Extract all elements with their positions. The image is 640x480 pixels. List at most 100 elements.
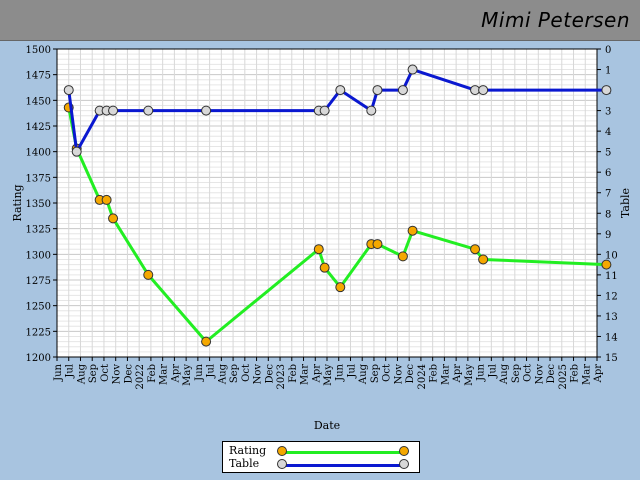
y-right-tick-label: 5 [605,148,611,159]
x-tick-label: Jun [194,363,205,381]
x-tick-label: Mar [581,364,592,385]
legend-label-table: Table [229,457,260,470]
data-point-table [63,85,74,96]
x-tick-label: Feb [570,364,581,383]
x-tick-label: Dec [405,364,416,384]
legend-item-table: Table [229,457,415,471]
data-point-rating [319,262,330,273]
data-point-table [407,64,418,75]
x-tick-label: Jun [476,363,487,381]
series-table [63,64,612,157]
data-point-table [366,105,377,116]
data-point-table [397,85,408,96]
x-tick-label: Dec [264,364,275,384]
x-tick-label: Oct [241,364,252,382]
legend-swatch-table-line [283,464,407,467]
x-tick-label: Apr [452,364,463,384]
y-right-tick-label: 10 [605,250,618,261]
legend-marker-rating-start [277,446,287,456]
x-tick-label: Oct [100,364,111,382]
x-tick-label: Sep [370,364,381,383]
x-tick-label: Nov [253,364,264,385]
data-point-rating [397,251,408,262]
x-axis-ticks: Jun Jul Aug Sep Oct Nov Dec 2022 Feb Mar Apr May Jun… [53,357,604,389]
y-right-tick-label: 3 [605,107,611,118]
x-tick-label: 2022 [135,364,146,389]
x-tick-label: 2024 [417,364,428,389]
y-left-tick-label: 1375 [26,173,51,184]
title-bar: Mimi Petersen [0,0,640,41]
y-right-tick-label: 6 [605,168,611,179]
y-left-tick-label: 1275 [26,276,51,287]
x-tick-label: Feb [147,364,158,383]
x-tick-label: Mar [300,364,311,385]
player-name: Mimi Petersen [481,8,630,32]
y-left-tick-label: 1500 [26,45,51,56]
y-right-tick-label: 12 [605,291,618,302]
data-point-rating [601,259,612,270]
y-axis-right-title: Table [619,188,632,218]
x-tick-label: Aug [217,363,228,385]
x-tick-label: 2025 [558,364,569,389]
data-point-rating [101,194,112,205]
x-tick-label: May [464,364,475,386]
x-tick-label: Jul [346,364,357,379]
x-tick-label: Sep [511,364,522,383]
x-tick-label: Jun [335,363,346,381]
legend-swatch-rating-line [283,451,407,454]
x-tick-label: Apr [593,364,604,384]
y-right-tick-label: 9 [605,230,611,241]
x-tick-label: Mar [440,364,451,385]
data-point-table [319,105,330,116]
x-tick-label: Feb [288,364,299,383]
y-axis-right-ticks: 0123456789101112131415 [597,45,618,364]
data-point-rating [143,269,154,280]
x-tick-label: Aug [499,363,510,385]
data-point-table [108,105,119,116]
y-right-tick-label: 4 [605,127,611,138]
legend-marker-rating-end [399,446,409,456]
x-tick-label: May [323,364,334,386]
x-tick-label: Apr [311,364,322,384]
data-point-rating [313,244,324,255]
y-left-tick-label: 1475 [26,71,51,82]
x-tick-label: Nov [534,364,545,385]
x-tick-label: Nov [112,364,123,385]
y-left-tick-label: 1250 [26,302,51,313]
x-tick-label: Sep [229,364,240,383]
legend-marker-table-end [399,459,409,469]
data-point-table [71,146,82,157]
x-tick-label: 2023 [276,364,287,389]
grid-lines [56,48,598,358]
x-tick-label: Nov [393,364,404,385]
y-right-tick-label: 11 [605,271,618,282]
x-tick-label: Mar [159,364,170,385]
data-point-rating [108,213,119,224]
y-left-tick-label: 1325 [26,225,51,236]
data-point-rating [470,244,481,255]
y-left-tick-label: 1350 [26,199,51,210]
x-tick-label: Sep [88,364,99,383]
y-left-tick-label: 1425 [26,122,51,133]
data-point-table [201,105,212,116]
y-left-tick-label: 1200 [26,353,51,364]
x-tick-label: Dec [546,364,557,384]
y-right-tick-label: 8 [605,209,611,220]
data-point-rating [372,239,383,250]
y-right-tick-label: 7 [605,189,611,200]
y-right-tick-label: 0 [605,45,611,56]
x-tick-label: Feb [429,364,440,383]
x-axis-title: Date [314,419,340,432]
x-tick-label: Aug [358,363,369,385]
legend-marker-table-start [277,459,287,469]
y-left-tick-label: 1300 [26,250,51,261]
legend-label-rating: Rating [229,444,267,457]
data-point-table [143,105,154,116]
x-tick-label: Jun [53,363,64,381]
data-point-table [335,85,346,96]
y-left-tick-label: 1450 [26,96,51,107]
data-point-rating [478,254,489,265]
x-tick-label: Oct [382,364,393,382]
x-tick-label: Dec [123,364,134,384]
